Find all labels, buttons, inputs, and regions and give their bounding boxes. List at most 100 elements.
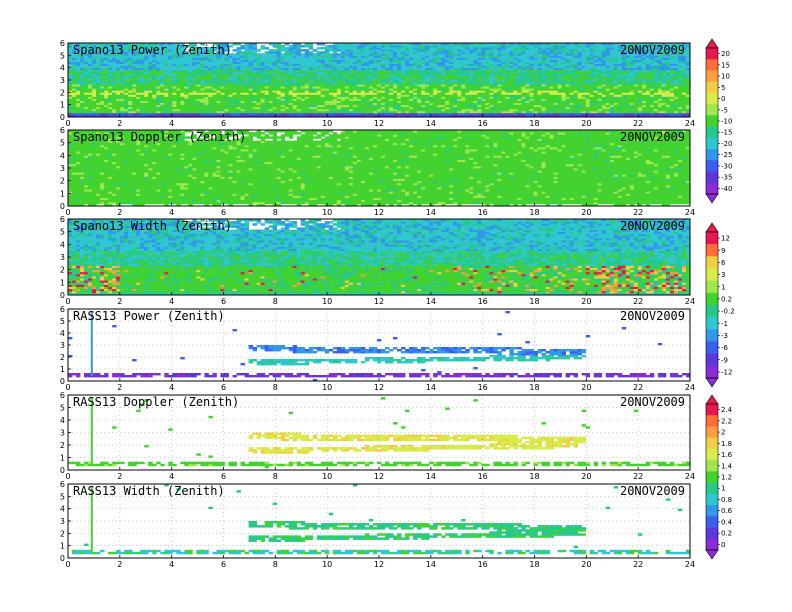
heatmap-cell: [116, 96, 121, 99]
heatmap-cell: [224, 57, 229, 60]
heatmap-cell: [220, 104, 225, 108]
heatmap-cell: [80, 55, 85, 58]
heatmap-cell: [92, 82, 97, 85]
heatmap-cell: [228, 104, 233, 108]
heatmap-cell: [184, 59, 189, 62]
heatmap-cell: [128, 55, 133, 58]
heatmap-cell: [92, 92, 97, 95]
heatmap-cell: [160, 106, 165, 110]
heatmap-cell: [220, 84, 225, 87]
heatmap-cell: [228, 80, 233, 83]
heatmap-cell: [184, 61, 189, 64]
heatmap-cell: [264, 51, 270, 54]
heatmap-cell: [244, 84, 249, 87]
heatmap-cell: [168, 57, 173, 60]
heatmap-cell: [184, 114, 189, 118]
heatmap-cell: [80, 75, 85, 79]
heatmap-cell: [116, 88, 121, 91]
heatmap-cell: [232, 61, 237, 64]
heatmap-cell: [208, 75, 213, 79]
heatmap-cell: [124, 86, 129, 89]
heatmap-cell: [180, 92, 185, 95]
heatmap-cell: [116, 67, 121, 71]
heatmap-cell: [204, 102, 209, 106]
heatmap-cell: [232, 92, 237, 95]
heatmap-cell: [176, 77, 181, 81]
heatmap-cell: [68, 55, 73, 58]
heatmap-cell: [144, 69, 149, 73]
heatmap-cell: [244, 114, 249, 118]
heatmap-cell: [188, 94, 193, 97]
heatmap-cell: [104, 106, 109, 110]
heatmap-cell: [160, 69, 165, 73]
heatmap-cell: [192, 114, 197, 118]
heatmap-cell: [100, 43, 105, 46]
heatmap-cell: [100, 55, 105, 58]
heatmap-cell: [236, 114, 241, 118]
heatmap-cell: [196, 90, 201, 93]
heatmap-cell: [116, 86, 121, 89]
heatmap-cell: [156, 55, 161, 58]
heatmap-cell: [152, 98, 157, 101]
heatmap-cell: [248, 59, 253, 62]
heatmap-cell: [136, 51, 141, 54]
heatmap-cell: [112, 106, 117, 110]
heatmap-cell: [132, 47, 137, 50]
heatmap-cell: [196, 61, 201, 64]
heatmap-cell: [168, 92, 173, 95]
heatmap-cell: [132, 82, 137, 85]
heatmap-cell: [72, 75, 77, 79]
heatmap-cell: [224, 45, 229, 48]
heatmap-cell: [128, 75, 133, 79]
heatmap-cell: [196, 73, 201, 77]
heatmap-cell: [204, 90, 209, 93]
heatmap-cell: [208, 114, 213, 118]
heatmap-cell: [164, 65, 169, 69]
heatmap-cell: [84, 59, 89, 62]
heatmap-cell: [120, 92, 125, 95]
heatmap-cell: [152, 92, 157, 95]
heatmap-cell: [172, 55, 177, 58]
heatmap-cell: [188, 82, 193, 85]
heatmap-cell: [100, 67, 105, 71]
heatmap-cell: [72, 61, 77, 64]
heatmap-cell: [152, 59, 157, 62]
heatmap-cell: [216, 114, 221, 118]
heatmap-cell: [128, 104, 133, 108]
heatmap-cell: [148, 98, 153, 101]
heatmap-cell: [236, 65, 241, 69]
heatmap-cell: [144, 102, 149, 106]
heatmap-cell: [168, 98, 173, 101]
heatmap-cell: [156, 98, 161, 101]
heatmap-cell: [164, 67, 169, 71]
heatmap-cell: [252, 92, 257, 95]
heatmap-cell: [252, 106, 257, 110]
heatmap-cell: [176, 63, 181, 67]
heatmap-cell: [160, 51, 165, 54]
heatmap-cell: [144, 73, 149, 77]
heatmap-cell: [188, 102, 193, 106]
heatmap-cell: [140, 102, 145, 106]
heatmap-cell: [148, 106, 153, 110]
heatmap-cell: [228, 112, 233, 116]
heatmap-cell: [220, 61, 225, 64]
heatmap-cell: [120, 80, 125, 83]
heatmap-cell: [180, 96, 185, 99]
heatmap-cell: [68, 71, 73, 75]
heatmap-cell: [140, 61, 145, 64]
heatmap-cell: [136, 82, 141, 85]
heatmap-cell: [128, 92, 133, 95]
heatmap-cell: [96, 102, 101, 106]
heatmap-cell: [224, 94, 229, 97]
heatmap-cell: [72, 55, 77, 58]
heatmap-cell: [116, 61, 121, 64]
heatmap-cell: [252, 90, 257, 93]
heatmap-cell: [108, 59, 113, 62]
heatmap-cell: [104, 82, 109, 85]
heatmap-cell: [72, 110, 77, 114]
heatmap-cell: [136, 73, 141, 77]
heatmap-cell: [168, 114, 173, 118]
heatmap-cell: [220, 82, 225, 85]
heatmap-cell: [80, 51, 85, 54]
heatmap-cell: [320, 51, 326, 54]
